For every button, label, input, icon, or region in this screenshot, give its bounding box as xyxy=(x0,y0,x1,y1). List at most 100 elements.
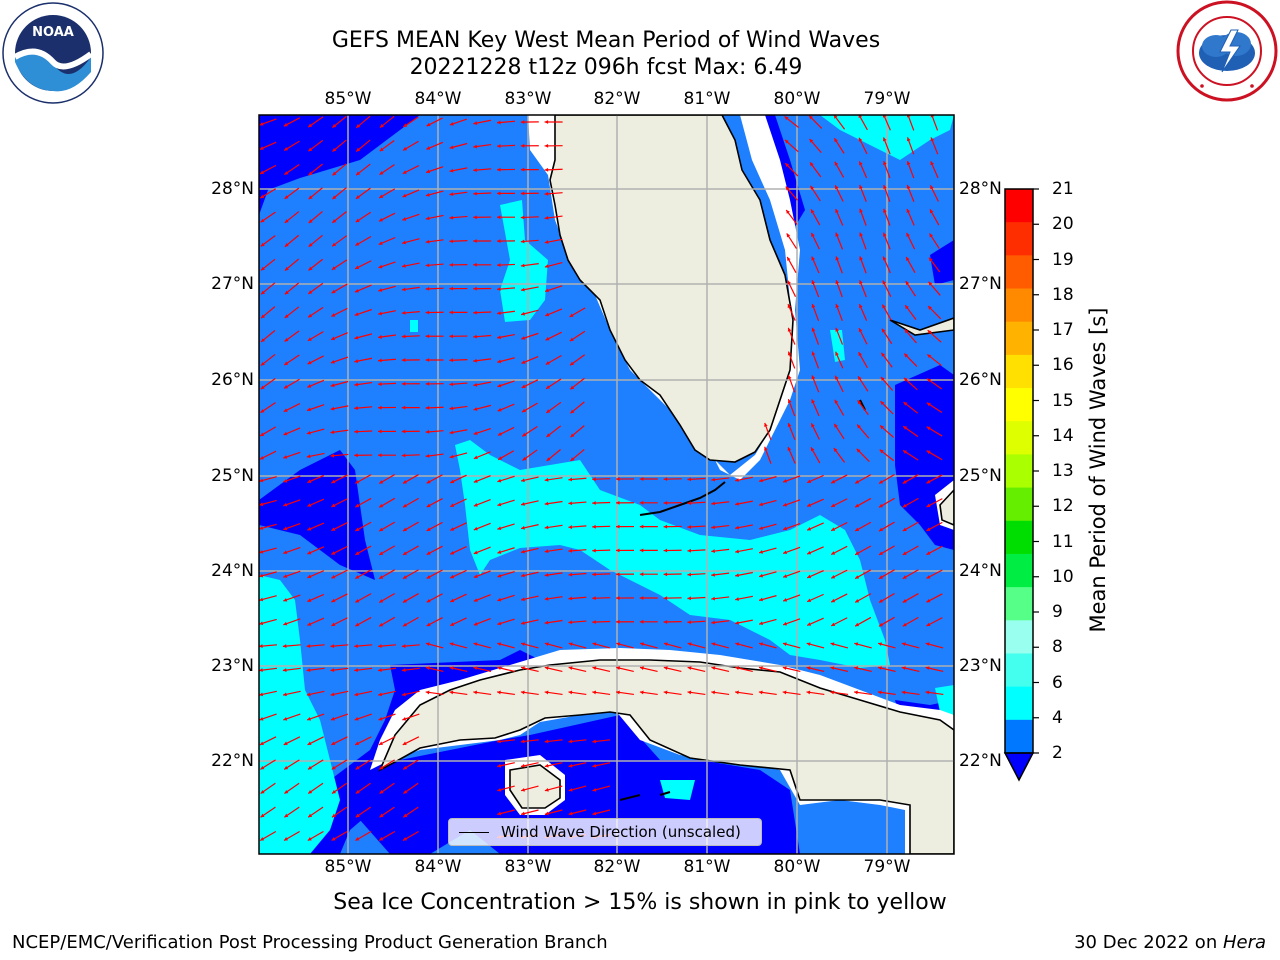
footer-date: 30 Dec 2022 on Hera xyxy=(1074,932,1266,953)
nws-logo-icon xyxy=(1176,0,1278,102)
wind-wave-arrowhead xyxy=(687,596,692,601)
lon-label-top: 79°W xyxy=(863,89,911,109)
wind-wave-arrowhead xyxy=(379,789,384,794)
wind-wave-arrowhead xyxy=(308,813,313,818)
wind-wave-arrowhead xyxy=(592,524,596,529)
wind-wave-arrowhead xyxy=(497,478,502,483)
wind-wave-arrowhead xyxy=(521,408,526,413)
legend-label: Wind Wave Direction (unscaled) xyxy=(501,823,741,841)
wind-wave-arrowhead xyxy=(880,401,885,406)
wind-wave-arrowhead xyxy=(354,692,359,697)
wind-wave-arrowhead xyxy=(259,644,263,648)
wind-wave-arrowhead xyxy=(807,527,812,531)
wind-wave-arrowhead xyxy=(379,765,384,770)
wind-wave-arrowhead xyxy=(616,477,620,481)
wind-wave-arrowhead xyxy=(902,527,907,532)
wind-wave-arrowhead xyxy=(663,548,668,553)
wind-wave-arrowhead xyxy=(592,572,596,577)
wind-wave-arrowhead xyxy=(260,409,265,413)
wind-wave-arrowhead xyxy=(449,430,454,435)
wind-wave-arrowhead xyxy=(379,551,384,555)
wind-wave-arrowhead xyxy=(568,666,573,671)
wind-wave-arrowhead xyxy=(786,209,790,214)
wind-wave-arrowhead xyxy=(284,266,289,271)
wind-wave-arrowhead xyxy=(735,549,739,554)
wind-wave-arrowhead xyxy=(807,503,812,507)
wind-wave-arrowhead xyxy=(497,739,501,744)
wind-wave-arrowhead xyxy=(663,524,668,529)
wind-wave-arrowhead xyxy=(473,574,478,578)
wind-wave-arrowhead xyxy=(473,310,477,315)
wind-wave-arrowhead xyxy=(449,454,454,459)
wind-wave-arrowhead xyxy=(858,376,862,381)
wind-wave-arrowhead xyxy=(877,690,882,695)
wind-wave-arrowhead xyxy=(354,716,359,721)
wind-wave-arrowhead xyxy=(497,690,501,695)
colorbar-segment xyxy=(1005,587,1033,621)
lat-label-right: 28°N xyxy=(959,179,1002,199)
wind-wave-arrowhead xyxy=(639,572,644,577)
lon-label-bottom: 80°W xyxy=(773,857,821,877)
wind-wave-arrowhead xyxy=(902,622,907,627)
lat-label-left: 27°N xyxy=(211,274,254,294)
wind-wave-arrowhead xyxy=(809,138,814,143)
wind-wave-arrowhead xyxy=(308,123,313,128)
wind-wave-arrowhead xyxy=(759,549,764,554)
wind-wave-arrowhead xyxy=(855,503,860,508)
wind-wave-arrowhead xyxy=(308,147,313,152)
wind-wave-arrowhead xyxy=(307,360,312,365)
wind-wave-arrowhead xyxy=(784,116,789,121)
wind-wave-arrowhead xyxy=(426,598,431,603)
colorbar-segment xyxy=(1005,388,1033,422)
lat-label-left: 25°N xyxy=(211,466,254,486)
wind-wave-arrowhead xyxy=(711,620,715,625)
wind-wave-arrowhead xyxy=(282,668,287,672)
wind-wave-arrowhead xyxy=(663,477,668,482)
wind-wave-arrowhead xyxy=(929,209,934,214)
wind-wave-arrowhead xyxy=(402,575,407,579)
wind-wave-arrowhead xyxy=(307,384,312,388)
wind-wave-arrowhead xyxy=(711,642,716,647)
wind-wave-arrowhead xyxy=(879,527,884,532)
wind-wave-arrowhead xyxy=(450,527,455,531)
wind-wave-arrowhead xyxy=(926,622,931,627)
lon-label-bottom: 79°W xyxy=(863,857,911,877)
wind-wave-arrowhead xyxy=(859,304,863,309)
wind-wave-arrowhead xyxy=(834,399,839,404)
wind-wave-arrowhead xyxy=(859,280,863,285)
wind-wave-arrowhead xyxy=(901,690,906,695)
wind-wave-arrowhead xyxy=(835,208,839,213)
wind-wave-arrowhead xyxy=(787,423,792,428)
wind-wave-arrowhead xyxy=(331,503,336,507)
wind-wave-arrowhead xyxy=(926,450,931,455)
wind-wave-arrowhead xyxy=(426,527,431,531)
wind-wave-arrowhead xyxy=(859,208,863,213)
wind-wave-arrowhead xyxy=(497,359,502,364)
wind-wave-arrowhead xyxy=(356,171,361,176)
wind-wave-arrowhead xyxy=(284,195,289,199)
wind-wave-arrowhead xyxy=(806,666,811,671)
wind-wave-arrowhead xyxy=(878,642,882,647)
wind-wave-arrowhead xyxy=(354,382,359,387)
wind-wave-arrowhead xyxy=(378,217,383,222)
map-legend: Wind Wave Direction (unscaled) xyxy=(448,818,762,846)
wind-wave-arrowhead xyxy=(379,575,384,579)
wind-wave-arrowhead xyxy=(810,162,814,167)
wind-wave-arrowhead xyxy=(355,551,360,555)
wind-wave-arrowhead xyxy=(811,232,815,237)
wind-wave-arrowhead xyxy=(663,596,668,601)
wind-wave-arrowhead xyxy=(906,256,910,261)
wind-wave-arrowhead xyxy=(787,280,791,285)
wind-wave-arrowhead xyxy=(782,666,787,671)
wind-wave-arrowhead xyxy=(811,303,816,308)
wind-wave-arrowhead xyxy=(332,123,337,128)
lon-label-bottom: 81°W xyxy=(683,857,731,877)
wind-wave-arrowhead xyxy=(283,716,288,721)
wind-wave-arrowhead xyxy=(521,525,525,530)
wind-wave-arrowhead xyxy=(544,596,549,601)
wind-wave-arrowhead xyxy=(283,479,288,483)
wind-wave-arrowhead xyxy=(568,501,573,506)
wind-wave-arrowhead xyxy=(616,548,620,553)
wind-wave-arrowhead xyxy=(881,328,886,333)
wind-wave-arrowhead xyxy=(283,550,288,555)
